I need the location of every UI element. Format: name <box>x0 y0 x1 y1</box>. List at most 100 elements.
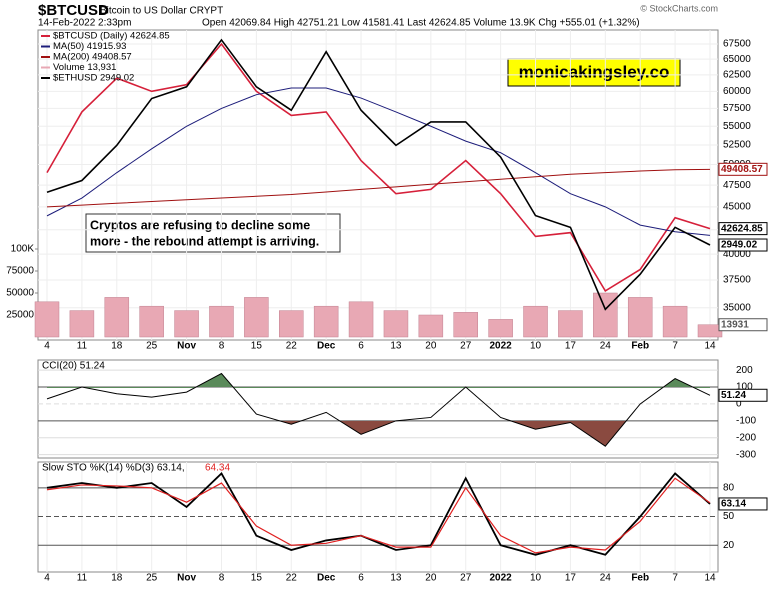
legend-entry: Volume 13,931 <box>53 62 116 73</box>
x-tick-label: 15 <box>251 573 263 584</box>
volume-bar <box>279 310 304 338</box>
series-line <box>46 168 711 208</box>
volume-bar <box>488 319 513 338</box>
series-line <box>46 38 711 311</box>
x-tick-label: 18 <box>111 341 123 352</box>
instrument-name: Bitcoin to US Dollar CRYPT <box>100 6 223 17</box>
volume-bar <box>523 305 548 338</box>
cci-panel <box>37 359 719 459</box>
volume-bar <box>627 297 653 338</box>
y-tick-label: 62500 <box>723 70 751 81</box>
panel-title: Slow STO %K(14) %D(3) 63.14, <box>42 463 185 474</box>
volume-bar <box>34 301 60 338</box>
x-tick-label: 22 <box>286 573 298 584</box>
legend-entry: MA(50) 41915.93 <box>53 41 126 52</box>
x-tick-label: 14 <box>704 341 716 352</box>
volume-bar <box>209 305 234 338</box>
value-tag-label: 63.14 <box>721 499 746 510</box>
panel-title: CCI(20) 51.24 <box>42 361 105 372</box>
y-tick-label: 0 <box>736 399 742 410</box>
series-line <box>46 42 711 293</box>
x-tick-label: 20 <box>425 573 437 584</box>
x-tick-label: 24 <box>600 341 612 352</box>
volume-bar <box>139 305 164 338</box>
legend-entry: MA(200) 49408.57 <box>53 52 132 63</box>
x-tick-label: 20 <box>425 341 437 352</box>
volume-bar <box>418 314 444 338</box>
cci-fill-negative <box>280 421 627 447</box>
annotation-line: more - the rebound attempt is arriving. <box>90 234 319 248</box>
value-tag <box>718 222 768 236</box>
value-tag-label: 42624.85 <box>721 223 763 234</box>
y-tick-label: 47500 <box>723 180 751 191</box>
x-tick-label: 7 <box>672 573 678 584</box>
y-tick-label: 40000 <box>723 249 751 260</box>
volume-tick-label: 75000 <box>6 266 34 277</box>
x-tick-label: 6 <box>358 341 364 352</box>
y-tick-label: 50 <box>723 511 735 522</box>
x-tick-label: 24 <box>600 573 612 584</box>
value-tag-label: 49408.57 <box>721 164 763 175</box>
volume-tick-label: 25000 <box>6 310 34 321</box>
volume-bar <box>174 310 199 338</box>
volume-bar <box>69 310 95 338</box>
y-tick-label: 60000 <box>723 86 751 97</box>
x-tick-label: Nov <box>177 341 196 352</box>
copyright: © StockCharts.com <box>640 3 718 13</box>
x-tick-label: 10 <box>530 341 542 352</box>
x-tick-label: 4 <box>44 573 50 584</box>
volume-bar <box>697 324 723 338</box>
value-tag <box>718 318 768 332</box>
x-tick-label: Dec <box>317 573 336 584</box>
sto-line <box>46 472 711 556</box>
x-tick-label: 13 <box>390 341 402 352</box>
legend-entry: $BTCUSD (Daily) 42624.85 <box>53 31 170 42</box>
y-tick-label: 35000 <box>723 302 751 313</box>
x-tick-label: 8 <box>219 341 225 352</box>
value-tag-label: 51.24 <box>721 390 746 401</box>
datetime: 14-Feb-2022 2:33pm <box>38 18 131 29</box>
value-tag <box>718 238 768 252</box>
cci-line <box>46 372 711 447</box>
volume-bar <box>313 305 339 338</box>
x-tick-label: Feb <box>631 341 649 352</box>
volume-bar <box>348 301 374 338</box>
x-tick-label: 15 <box>251 341 263 352</box>
volume-bar <box>244 297 269 338</box>
x-tick-label: 22 <box>286 341 298 352</box>
y-tick-label: 200 <box>736 365 753 376</box>
y-tick-label: 80 <box>723 482 735 493</box>
x-tick-label: Dec <box>317 341 336 352</box>
volume-tick-label: 100K <box>11 244 35 255</box>
x-tick-label: 2022 <box>490 573 513 584</box>
y-tick-label: 52500 <box>723 140 751 151</box>
y-tick-label: -300 <box>736 449 756 460</box>
volume-tick-label: 50000 <box>6 288 34 299</box>
y-tick-label: 67500 <box>723 39 751 50</box>
series-line <box>46 87 711 236</box>
y-tick-label: 100 <box>736 382 753 393</box>
panel-title: 64.34 <box>205 463 230 474</box>
y-tick-label: -100 <box>736 415 756 426</box>
value-tag <box>718 388 768 402</box>
y-tick-label: 37500 <box>723 275 751 286</box>
x-tick-label: 17 <box>565 573 577 584</box>
cci-fill-positive <box>47 373 710 388</box>
x-tick-label: 8 <box>219 573 225 584</box>
x-tick-label: 25 <box>146 341 158 352</box>
volume-bar <box>104 297 130 338</box>
x-tick-label: 6 <box>358 573 364 584</box>
y-tick-label: 45000 <box>723 201 751 212</box>
y-tick-label: 20 <box>723 540 735 551</box>
x-tick-label: 25 <box>146 573 158 584</box>
x-tick-label: 11 <box>77 341 88 352</box>
y-tick-label: 65000 <box>723 54 751 65</box>
legend-entry: $ETHUSD 2949.02 <box>53 73 134 84</box>
x-tick-label: 27 <box>460 341 472 352</box>
y-tick-label: 57500 <box>723 103 751 114</box>
watermark: monicakingsley.co <box>519 62 670 81</box>
symbol: $BTCUSD <box>38 2 109 19</box>
x-tick-label: 14 <box>704 573 716 584</box>
x-tick-label: 18 <box>111 573 123 584</box>
